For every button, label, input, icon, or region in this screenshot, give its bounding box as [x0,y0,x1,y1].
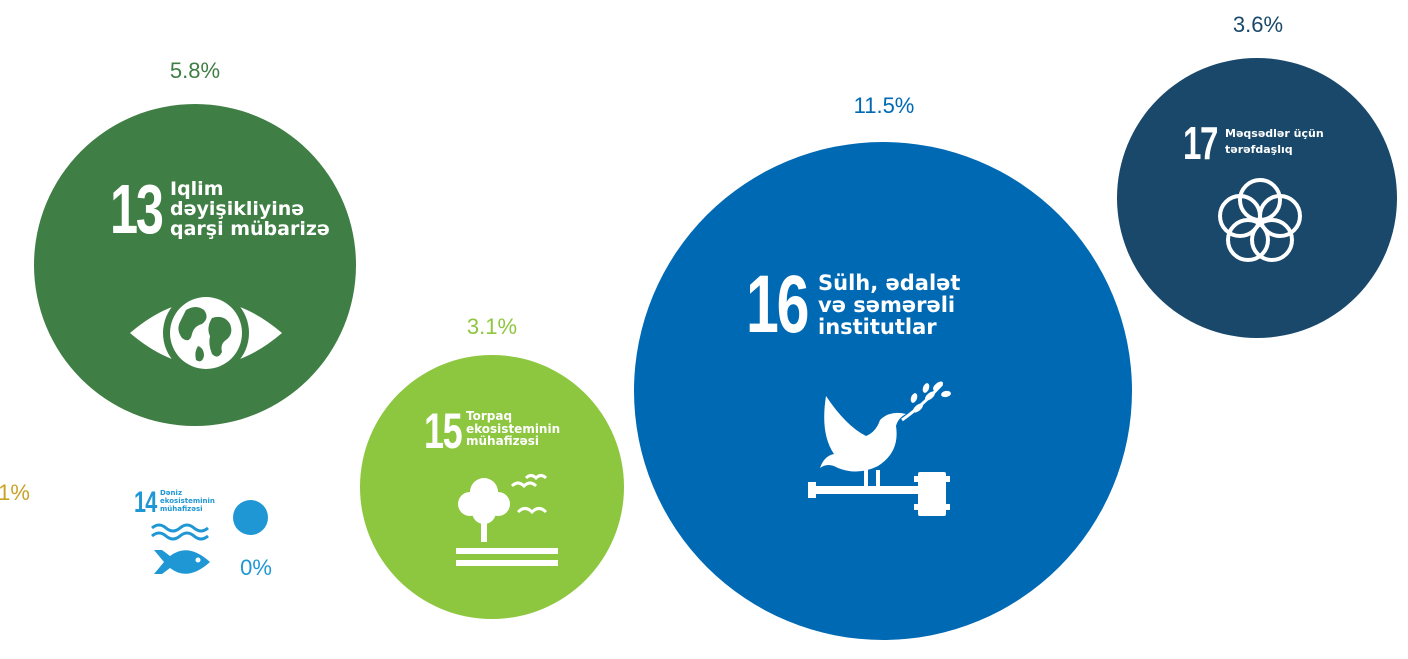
goal-15-value-label: 3.1% [466,314,518,339]
goal-16-number: 16 [746,259,810,350]
goal-13-title: Iqlim dəyişikliyinə qarşi mübarizə [170,178,330,240]
goal-15-title: Torpaq ekosisteminin mühafizəsi [466,409,561,449]
goal-14-bubble [233,500,268,535]
goal-13-value-label: 5.8% [169,58,221,83]
goal-15-number: 15 [424,403,463,459]
goal-14-number: 14 [134,486,157,519]
goal-14-title: Dəniz ekosisteminin mühafizəsi [160,489,215,514]
goal-16-bubble [634,142,1132,640]
dove-gavel-icon [808,381,951,516]
tree-birds-icon [456,474,558,566]
goal-17-title: Məqsədlər üçün tərəfdaşlıq [1225,127,1324,156]
partnership-rings-icon [1218,178,1302,262]
goal-17-bubble [1117,58,1397,338]
goal-16-value-label: 11.5% [853,93,915,118]
goal-16-title: Sülh, ədalət və səmərəli institutlar [818,271,961,340]
eye-globe-icon [130,290,282,376]
goal-17-value-label: 3.6% [1232,12,1284,37]
fish-waves-icon [151,523,210,574]
goal-14-value-label: 0% [240,555,272,580]
goal-13-number: 13 [110,170,164,248]
partial-value-label: 1% [0,480,30,505]
goal-17-number: 17 [1183,117,1218,169]
